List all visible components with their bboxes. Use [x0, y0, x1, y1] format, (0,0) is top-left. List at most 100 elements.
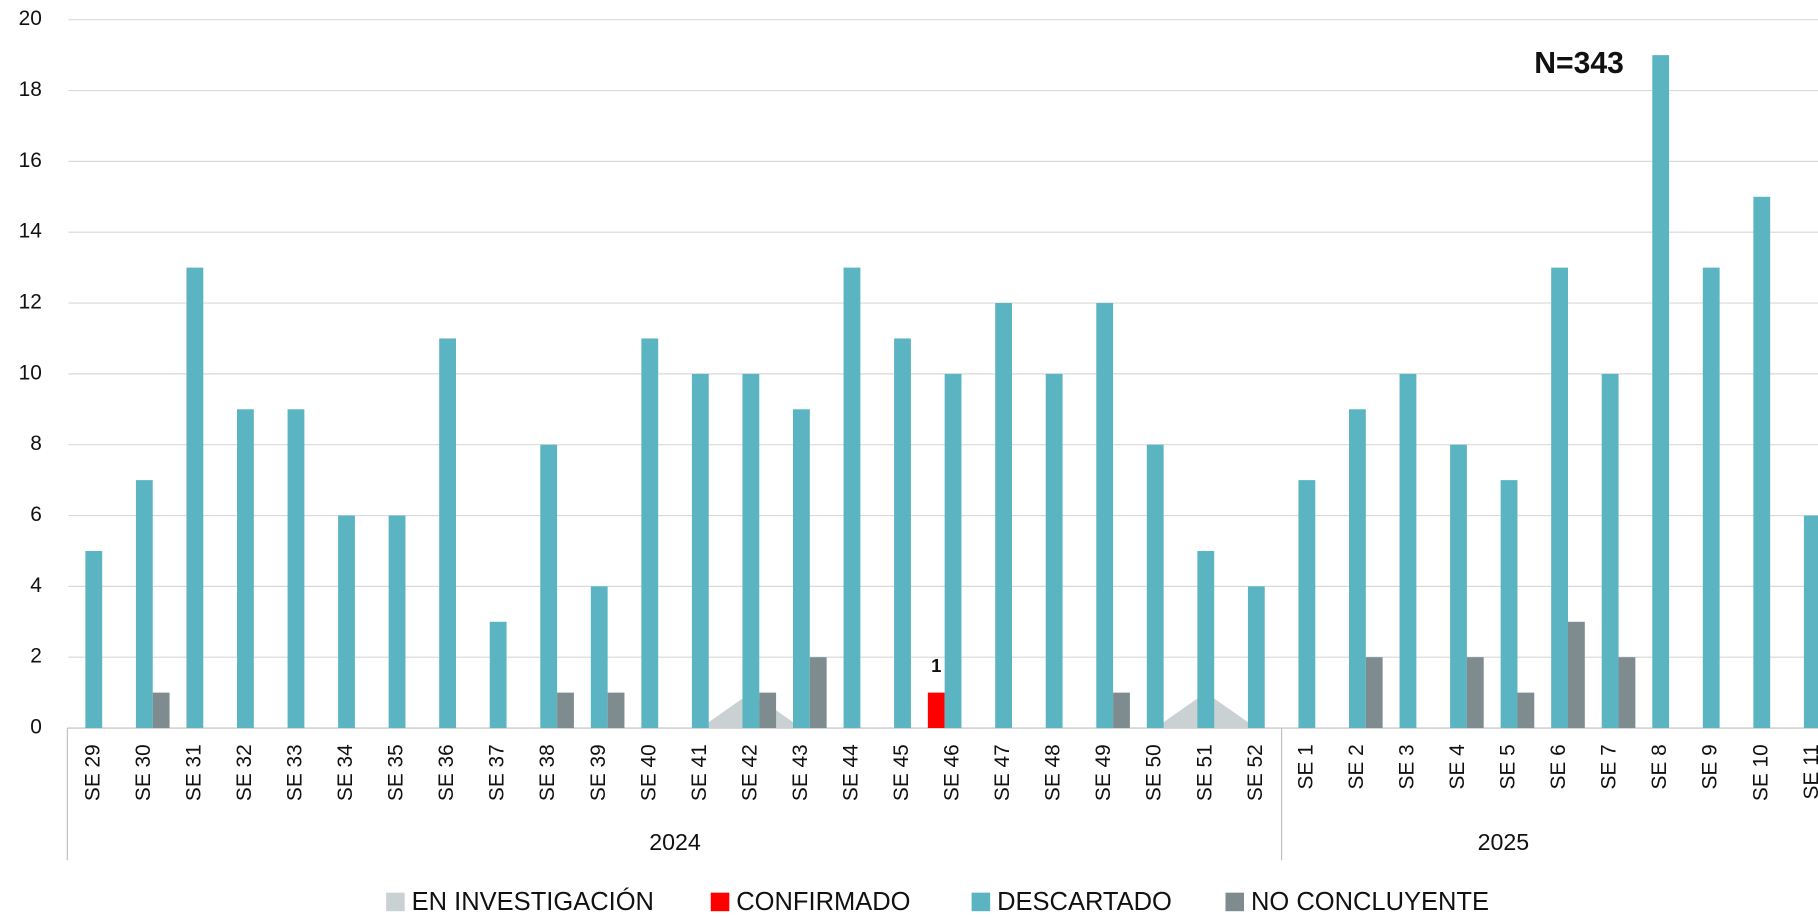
bar [927, 692, 945, 729]
bar [540, 444, 558, 729]
x-tick-label: SE 7 [1598, 744, 1621, 789]
bar [85, 550, 103, 729]
x-tick-label: SE 43 [789, 744, 812, 801]
x-tick-label: SE 9 [1699, 744, 1722, 789]
y-tick-label: 2 [30, 645, 42, 668]
bar [1500, 480, 1518, 729]
bar [1365, 657, 1383, 729]
group-label: 2025 [1478, 829, 1530, 855]
y-tick-label: 14 [19, 220, 42, 243]
legend-swatch [386, 892, 405, 912]
x-tick-label: SE 47 [991, 744, 1014, 801]
x-tick-label: SE 8 [1648, 744, 1671, 789]
bar [1146, 444, 1164, 729]
x-tick-label: SE 5 [1497, 744, 1520, 789]
bar [338, 515, 355, 729]
bar [1567, 621, 1585, 729]
y-tick-label: 6 [30, 503, 42, 526]
x-tick-label: SE 41 [688, 744, 711, 801]
legend-swatch [971, 892, 991, 912]
x-tick-label: SE 10 [1749, 744, 1772, 801]
bar [388, 515, 406, 729]
bar [439, 338, 457, 729]
x-tick-label: SE 29 [81, 744, 104, 801]
x-tick-label: SE 42 [738, 744, 761, 801]
x-tick-label: SE 30 [132, 744, 155, 801]
legend-label: EN INVESTIGACIÓN [412, 887, 654, 916]
bar [152, 692, 170, 729]
y-tick-label: 0 [30, 716, 42, 739]
data-label: 1 [931, 655, 941, 676]
bar [237, 409, 254, 729]
bar [1298, 480, 1316, 729]
x-tick-label: SE 11 [1800, 744, 1818, 799]
y-tick-label: 8 [30, 432, 42, 455]
legend-label: NO CONCLUYENTE [1251, 888, 1489, 916]
x-tick-label: SE 34 [334, 744, 357, 801]
y-tick-label: 16 [19, 149, 42, 172]
x-tick-label: SE 3 [1395, 744, 1418, 789]
x-tick-label: SE 37 [486, 744, 509, 801]
bar [1702, 267, 1720, 729]
bar [489, 621, 507, 729]
x-tick-label: SE 4 [1446, 744, 1469, 789]
bar [1197, 550, 1215, 729]
x-tick-label: SE 33 [283, 744, 306, 801]
x-tick-label: SE 32 [233, 744, 256, 801]
bar [995, 303, 1013, 729]
bar [1466, 657, 1484, 729]
bar [691, 373, 709, 729]
y-tick-label: 12 [19, 291, 42, 314]
bar [590, 586, 608, 729]
y-tick-label: 4 [30, 574, 42, 597]
bar [759, 692, 777, 729]
x-tick-label: SE 52 [1244, 744, 1267, 801]
bar [1618, 657, 1636, 729]
bar [944, 373, 962, 729]
x-tick-label: SE 48 [1042, 744, 1065, 801]
annotation: N=343 [1534, 47, 1624, 80]
bar [1349, 409, 1366, 729]
x-tick-label: SE 39 [587, 744, 610, 801]
bar [1753, 196, 1771, 729]
bar [135, 480, 153, 729]
bar [1551, 267, 1568, 729]
bar [1096, 303, 1114, 729]
x-tick-label: SE 45 [890, 744, 913, 801]
x-tick-label: SE 36 [435, 744, 458, 801]
bar [557, 692, 574, 729]
x-tick-label: SE 44 [839, 744, 862, 801]
bar [793, 409, 810, 729]
bar [843, 267, 861, 729]
bar [186, 267, 204, 729]
x-tick-label: SE 1 [1294, 744, 1317, 789]
x-tick-label: SE 38 [536, 744, 559, 801]
bar [1113, 692, 1130, 729]
legend-label: CONFIRMADO [736, 888, 910, 916]
group-label: 2024 [649, 829, 701, 855]
legend-swatch [710, 892, 730, 912]
bar [287, 409, 305, 729]
bar [1450, 444, 1467, 729]
bar [1045, 373, 1063, 729]
x-tick-label: SE 31 [182, 744, 205, 801]
x-tick-label: SE 35 [385, 744, 408, 801]
y-tick-label: 18 [19, 78, 42, 101]
bar [1803, 515, 1818, 729]
bar [1652, 55, 1670, 729]
bar [1399, 373, 1417, 729]
x-tick-label: SE 49 [1092, 744, 1115, 801]
bar [894, 338, 911, 729]
bar [809, 657, 827, 729]
bar [607, 692, 625, 729]
y-tick-label: 20 [19, 7, 42, 30]
legend-swatch [1225, 892, 1245, 912]
y-tick-label: 10 [19, 361, 42, 384]
bar [1247, 586, 1265, 729]
bar [1517, 692, 1535, 729]
x-tick-label: SE 6 [1547, 744, 1570, 789]
bar [1601, 373, 1619, 729]
x-tick-label: SE 46 [941, 744, 964, 801]
